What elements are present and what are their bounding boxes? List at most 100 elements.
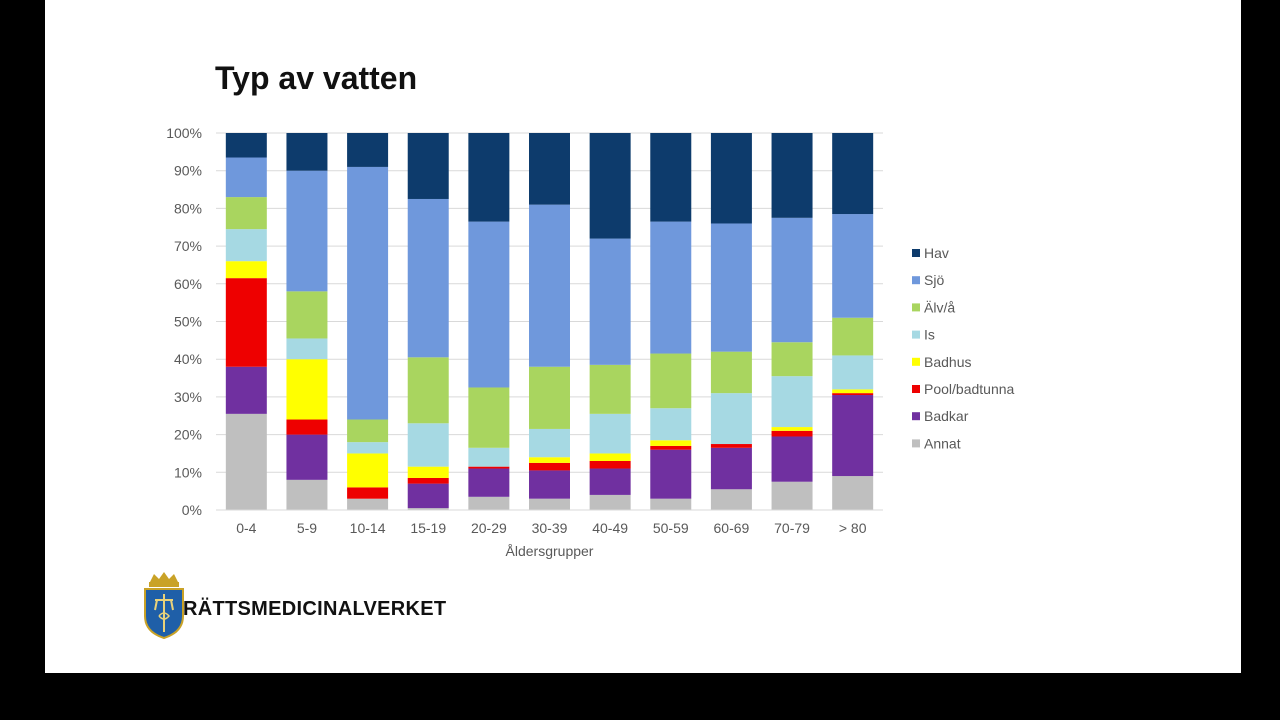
bar-segment — [225, 366, 267, 414]
bar-segment — [710, 223, 752, 352]
x-tick-label: 15-19 — [410, 520, 446, 536]
bar-segment — [468, 468, 510, 497]
bar-segment — [710, 447, 752, 490]
y-tick-label: 90% — [174, 163, 202, 179]
logo — [144, 572, 184, 640]
bar-segment — [407, 357, 449, 424]
bar-segment — [286, 479, 328, 510]
bar-segment — [225, 133, 267, 158]
bar-segment — [650, 449, 692, 499]
bar-segment — [771, 427, 813, 431]
bar-segment — [347, 419, 389, 443]
legend-swatch — [912, 439, 920, 448]
bar-segment — [286, 291, 328, 339]
bar-segment — [710, 489, 752, 510]
bar-segment — [832, 355, 874, 390]
bar-segment — [529, 457, 570, 463]
bar-segment — [407, 133, 449, 199]
bar-segment — [589, 364, 631, 414]
bar-segment — [286, 434, 328, 480]
legend-label: Sjö — [924, 272, 944, 288]
y-tick-label: 30% — [174, 389, 202, 405]
bar-segment — [710, 133, 752, 224]
y-tick-label: 100% — [166, 125, 202, 141]
bar-segment — [589, 468, 631, 495]
bar-segment — [225, 157, 267, 198]
legend-swatch — [912, 249, 920, 257]
bar-segment — [529, 470, 570, 499]
x-tick-label: 5-9 — [297, 520, 317, 536]
bar-segment — [347, 442, 389, 454]
legend-label: Hav — [924, 245, 949, 261]
bar-segment — [589, 413, 631, 454]
x-tick-label: 20-29 — [471, 520, 507, 536]
bar-segment — [225, 278, 267, 367]
bar-segment — [286, 338, 328, 360]
bar-segment — [771, 436, 813, 482]
legend-label: Badkar — [924, 408, 969, 424]
bar-segment — [286, 359, 328, 420]
x-tick-label: 30-39 — [532, 520, 568, 536]
legend-label: Annat — [924, 435, 961, 451]
bar-segment — [286, 133, 328, 171]
bar-segment — [832, 214, 874, 318]
bar-segment — [771, 376, 813, 428]
x-tick-label: 60-69 — [714, 520, 750, 536]
x-tick-label: 40-49 — [592, 520, 628, 536]
legend-swatch — [912, 385, 920, 393]
bar-segment — [650, 133, 692, 222]
bar-segment — [650, 408, 692, 441]
y-tick-label: 80% — [174, 200, 202, 216]
bar-segment — [347, 133, 389, 167]
bar-segment — [771, 342, 813, 377]
bar-segment — [589, 460, 631, 469]
x-tick-label: 50-59 — [653, 520, 689, 536]
organization-name: RÄTTSMEDICINALVERKET — [183, 598, 447, 620]
bar-segment — [468, 496, 510, 510]
bar-segment — [225, 229, 267, 262]
bar-segment — [225, 197, 267, 230]
bar-segment — [529, 498, 570, 510]
bar-segment — [589, 453, 631, 461]
bar-segment — [771, 217, 813, 343]
legend-label: Pool/badtunna — [924, 381, 1015, 397]
bar-segment — [529, 366, 570, 429]
bar-segment — [286, 170, 328, 292]
y-tick-label: 0% — [182, 502, 202, 518]
bar-segment — [468, 387, 510, 448]
bar-segment — [589, 133, 631, 239]
legend-swatch — [912, 412, 920, 421]
legend-swatch — [912, 357, 920, 366]
bar-segment — [529, 204, 570, 367]
bar-segment — [407, 466, 449, 478]
bar-segment — [225, 261, 267, 279]
legend-swatch — [912, 276, 920, 285]
bar-segment — [529, 462, 570, 471]
bar-segment — [529, 133, 570, 205]
bar-segment — [347, 487, 389, 499]
y-tick-label: 50% — [174, 314, 202, 330]
legend-label: Älv/å — [924, 299, 955, 315]
bar-segment — [832, 133, 874, 215]
bar-segment — [832, 393, 874, 396]
bar-segment — [771, 133, 813, 218]
x-tick-label: 70-79 — [774, 520, 810, 536]
bar-segment — [407, 423, 449, 467]
bar-segment — [407, 483, 449, 509]
bar-segment — [407, 198, 449, 358]
legend-label: Is — [924, 327, 935, 343]
bar-segment — [832, 317, 874, 356]
bar-segment — [347, 498, 389, 510]
x-tick-label: 10-14 — [350, 520, 386, 536]
bar-segment — [468, 447, 510, 467]
bar-segment — [650, 498, 692, 510]
bar-segment — [407, 477, 449, 484]
bar-segment — [832, 389, 874, 394]
legend-label: Badhus — [924, 354, 971, 370]
bar-segment — [529, 428, 570, 458]
bar-segment — [710, 351, 752, 394]
bar-segment — [468, 133, 510, 222]
bar-segment — [832, 395, 874, 477]
bar-segment — [710, 393, 752, 445]
